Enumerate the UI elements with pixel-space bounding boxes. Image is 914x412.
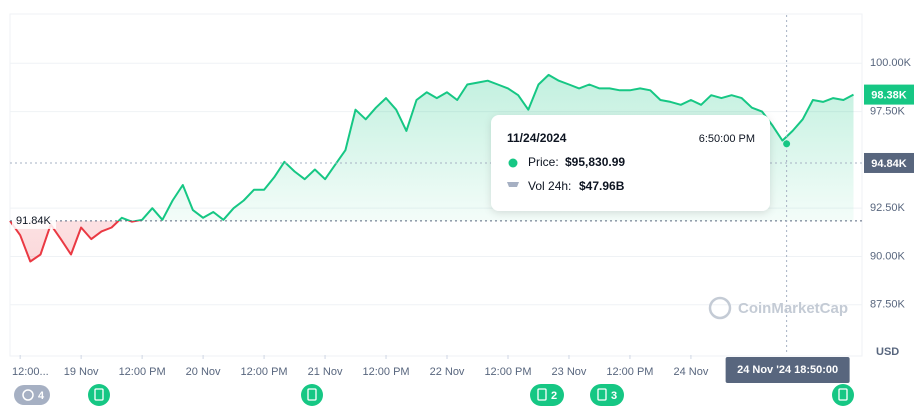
tooltip-box — [491, 115, 770, 211]
y-unit: USD — [876, 346, 899, 358]
y-tick-label: 90.00K — [870, 250, 906, 262]
plot-frame — [9, 13, 863, 357]
event-icon — [838, 388, 848, 401]
event-badge[interactable] — [590, 384, 624, 406]
y-tick-label: 92.50K — [870, 202, 906, 214]
y-tick-label: 97.50K — [870, 105, 906, 117]
price-line — [9, 73, 854, 263]
tooltip-volume-label: Vol 24h: — [528, 179, 571, 193]
cursor-price-box — [864, 152, 914, 173]
x-tick-label: 12:00 PM — [119, 366, 166, 378]
current-price-label: 98.38K — [871, 89, 907, 101]
x-tick-label: 20 Nov — [186, 366, 221, 378]
x-tick-label: 12:00 PM — [606, 366, 653, 378]
cursor-price-label: 94.84K — [871, 158, 907, 170]
hover-point — [783, 140, 791, 148]
tooltip-volume-icon — [507, 182, 519, 187]
history-count: 4 — [38, 390, 45, 402]
tooltip-volume: $47.96B — [579, 179, 625, 193]
event-icon — [597, 388, 607, 401]
x-tick-label: 12:00 PM — [484, 366, 531, 378]
event-badge[interactable] — [301, 384, 323, 406]
watermark: CoinMarketCap — [738, 300, 848, 317]
history-badge[interactable] — [14, 385, 50, 405]
event-count: 3 — [611, 390, 617, 402]
event-icon — [307, 388, 317, 401]
x-tick-label: 22 Nov — [430, 366, 465, 378]
history-icon — [22, 389, 34, 401]
watermark-logo — [708, 296, 732, 320]
reference-label-bg — [12, 212, 56, 229]
tooltip: 11/24/2024 6:50:00 PM Price: $95,830.99 … — [491, 115, 770, 211]
tooltip-price: $95,830.99 — [565, 155, 625, 169]
event-icon — [537, 388, 547, 401]
x-tick-label: 12:00... — [12, 366, 49, 378]
y-tick-label: 100.00K — [870, 57, 912, 69]
tooltip-price-dot — [508, 158, 518, 168]
event-count: 2 — [551, 390, 557, 402]
tooltip-time: 6:50:00 PM — [699, 133, 755, 145]
hover-time-box — [725, 357, 850, 383]
y-tick-label: 87.50K — [870, 299, 906, 311]
x-tick-label: 24 Nov — [673, 366, 708, 378]
x-tick-label: 21 Nov — [308, 366, 343, 378]
current-price-box — [864, 84, 914, 105]
event-badge[interactable] — [88, 384, 110, 406]
x-tick-label: 12:00 PM — [241, 366, 288, 378]
x-tick-label: 12:00 PM — [362, 366, 409, 378]
hover-time: 24 Nov '24 18:50:00 — [737, 364, 838, 376]
tooltip-date: 11/24/2024 — [507, 131, 567, 145]
event-badge[interactable] — [530, 384, 564, 406]
tooltip-price-label: Price: — [528, 155, 559, 169]
reference-label: 91.84K — [16, 215, 52, 227]
event-badge[interactable] — [832, 384, 854, 406]
x-tick-label: 23 Nov — [552, 366, 587, 378]
event-icon — [94, 388, 104, 401]
x-tick-label: 19 Nov — [64, 366, 99, 378]
